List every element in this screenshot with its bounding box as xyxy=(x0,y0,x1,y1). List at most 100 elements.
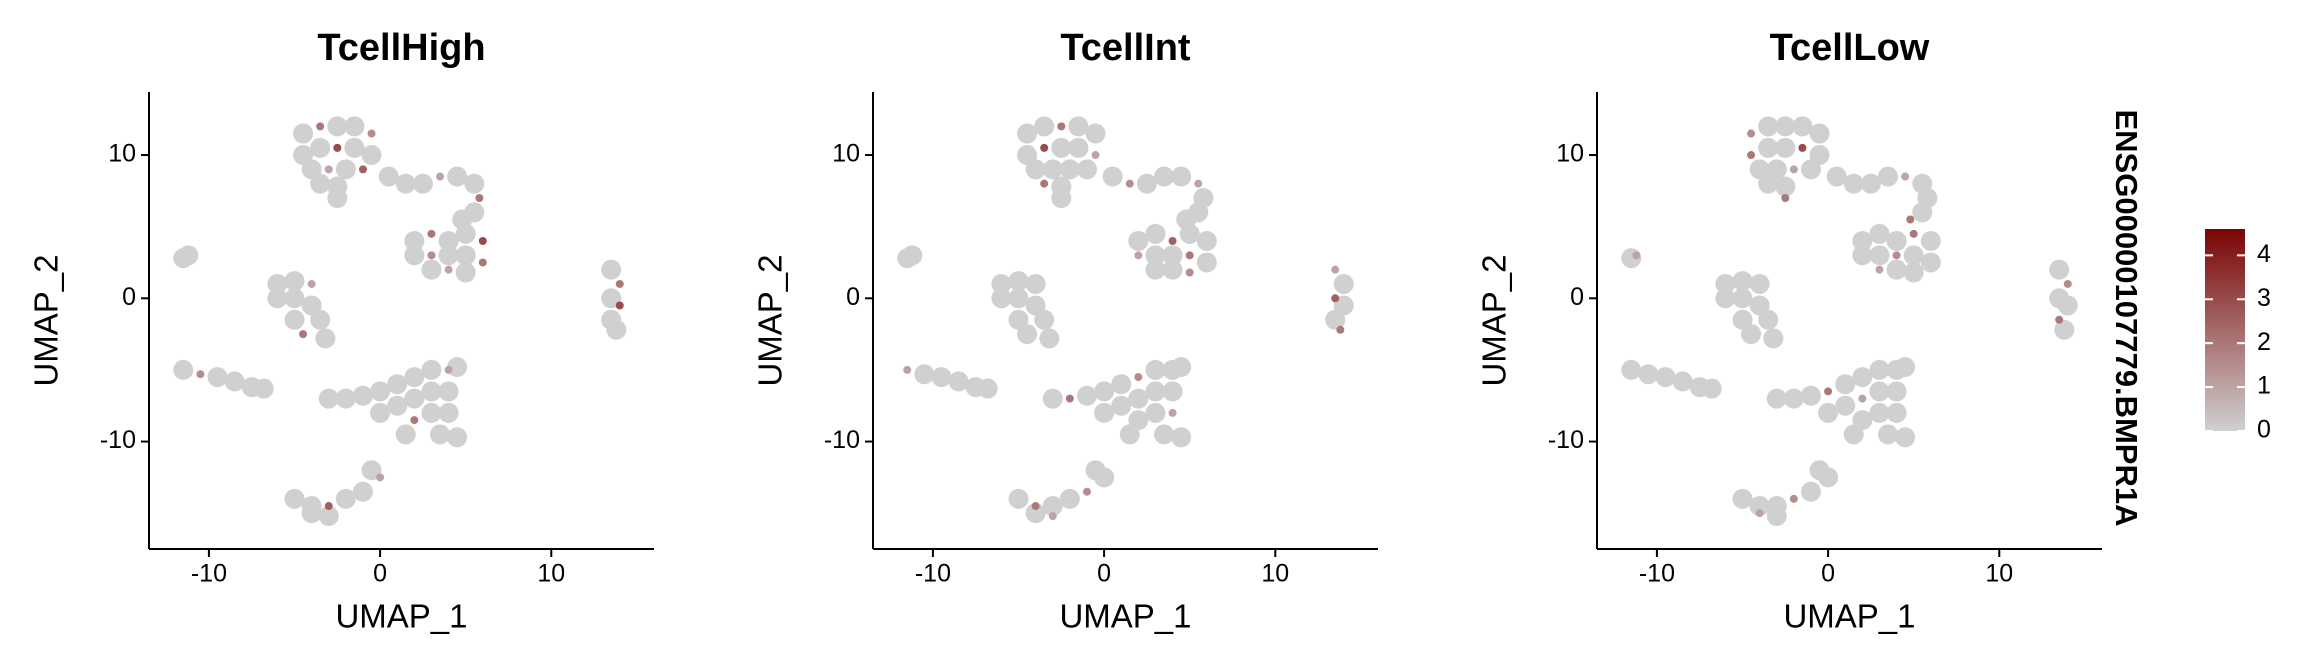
cell-point xyxy=(444,265,453,274)
cell-point xyxy=(1154,166,1175,187)
cell-point xyxy=(421,381,442,402)
cell-point xyxy=(1042,496,1063,517)
cell-point xyxy=(430,424,451,445)
cell-point xyxy=(173,248,194,269)
cell-point xyxy=(1111,395,1132,416)
cell-point xyxy=(412,173,433,194)
cell-point xyxy=(387,374,408,395)
cell-point xyxy=(324,502,333,511)
cell-point xyxy=(378,166,399,187)
cell-point xyxy=(1869,245,1890,266)
cell-point xyxy=(452,209,473,230)
cell-point xyxy=(421,359,442,380)
cell-point xyxy=(897,248,918,269)
cell-point xyxy=(1800,159,1821,180)
cell-point xyxy=(1171,166,1192,187)
cell-point xyxy=(1775,116,1796,137)
cell-point xyxy=(344,116,365,137)
cell-point xyxy=(1632,251,1641,260)
cell-point xyxy=(335,159,356,180)
cell-point xyxy=(1766,506,1787,527)
cell-point xyxy=(370,402,391,423)
cell-point xyxy=(1715,288,1736,309)
colorbar xyxy=(2205,229,2245,431)
cell-point xyxy=(1818,402,1839,423)
cell-point xyxy=(427,251,436,260)
cell-point xyxy=(447,166,468,187)
cell-point xyxy=(1128,388,1149,409)
x-axis-label: UMAP_1 xyxy=(1059,598,1191,635)
cell-point xyxy=(1701,378,1722,399)
x-tick-label: -10 xyxy=(191,560,227,588)
y-tick-label: -10 xyxy=(100,426,136,454)
cell-point xyxy=(318,388,339,409)
cell-point xyxy=(352,481,373,502)
cell-point xyxy=(1878,424,1899,445)
cell-point xyxy=(1162,259,1183,280)
cell-point xyxy=(395,424,416,445)
cell-point xyxy=(1758,173,1779,194)
panel: TcellLow -10 0 10 -10 0 10 UMAP_1 UMAP_2 xyxy=(1476,27,2102,635)
y-tick-label: -10 xyxy=(1548,426,1584,454)
cell-point xyxy=(1125,179,1134,188)
cell-point xyxy=(404,230,425,251)
cell-point xyxy=(318,506,339,527)
y-tick-label: -10 xyxy=(824,426,860,454)
cell-point xyxy=(1059,159,1080,180)
cell-point xyxy=(1039,328,1060,349)
cell-point xyxy=(2057,295,2078,316)
cell-point xyxy=(1920,252,1941,273)
x-tick-label: 0 xyxy=(1097,560,1111,588)
cell-point xyxy=(410,416,419,425)
cell-point xyxy=(1185,268,1194,277)
cell-point xyxy=(173,359,194,380)
cell-point xyxy=(1025,503,1046,524)
cell-point xyxy=(1732,271,1753,292)
cell-point xyxy=(324,165,333,174)
cell-point xyxy=(1094,381,1115,402)
cell-point xyxy=(478,258,487,267)
panel: TcellHigh -10 0 10 -10 0 10 UMAP_1 UMAP_2 xyxy=(28,27,654,635)
cell-point xyxy=(1154,424,1175,445)
cell-point xyxy=(1783,388,1804,409)
x-tick-label: -10 xyxy=(1639,560,1675,588)
cell-point xyxy=(1134,251,1143,260)
cell-point xyxy=(1875,265,1884,274)
cell-point xyxy=(404,367,425,388)
cell-point xyxy=(1185,251,1194,260)
cell-point xyxy=(1128,230,1149,251)
cell-point xyxy=(1741,324,1762,345)
cell-point xyxy=(1903,245,1924,266)
cell-point xyxy=(1025,159,1046,180)
cell-point xyxy=(1775,176,1796,197)
cell-point xyxy=(1034,116,1055,137)
cell-point xyxy=(948,371,969,392)
y-axis-label: UMAP_2 xyxy=(1476,254,1513,386)
x-tick-label: -10 xyxy=(915,560,951,588)
cell-point xyxy=(1134,373,1143,382)
cell-point xyxy=(438,245,459,266)
cell-point xyxy=(333,143,342,152)
cell-point xyxy=(1333,273,1354,294)
cell-point xyxy=(267,273,288,294)
y-axis-label: UMAP_2 xyxy=(752,254,789,386)
cell-point xyxy=(387,395,408,416)
cell-point xyxy=(1031,502,1040,511)
cell-point xyxy=(2054,319,2075,340)
y-tick-label: 0 xyxy=(1570,283,1584,311)
cell-point xyxy=(1800,385,1821,406)
cell-point xyxy=(207,367,228,388)
cell-point xyxy=(1860,173,1881,194)
cell-point xyxy=(404,245,425,266)
cell-point xyxy=(1747,151,1756,160)
cell-point xyxy=(1858,394,1867,403)
cell-point xyxy=(1809,123,1830,144)
cell-point xyxy=(310,309,331,330)
cell-point xyxy=(991,273,1012,294)
cell-point xyxy=(1145,381,1166,402)
colorbar-tick-label: 3 xyxy=(2257,284,2271,312)
cell-point xyxy=(1068,116,1089,137)
cell-point xyxy=(1809,460,1830,481)
